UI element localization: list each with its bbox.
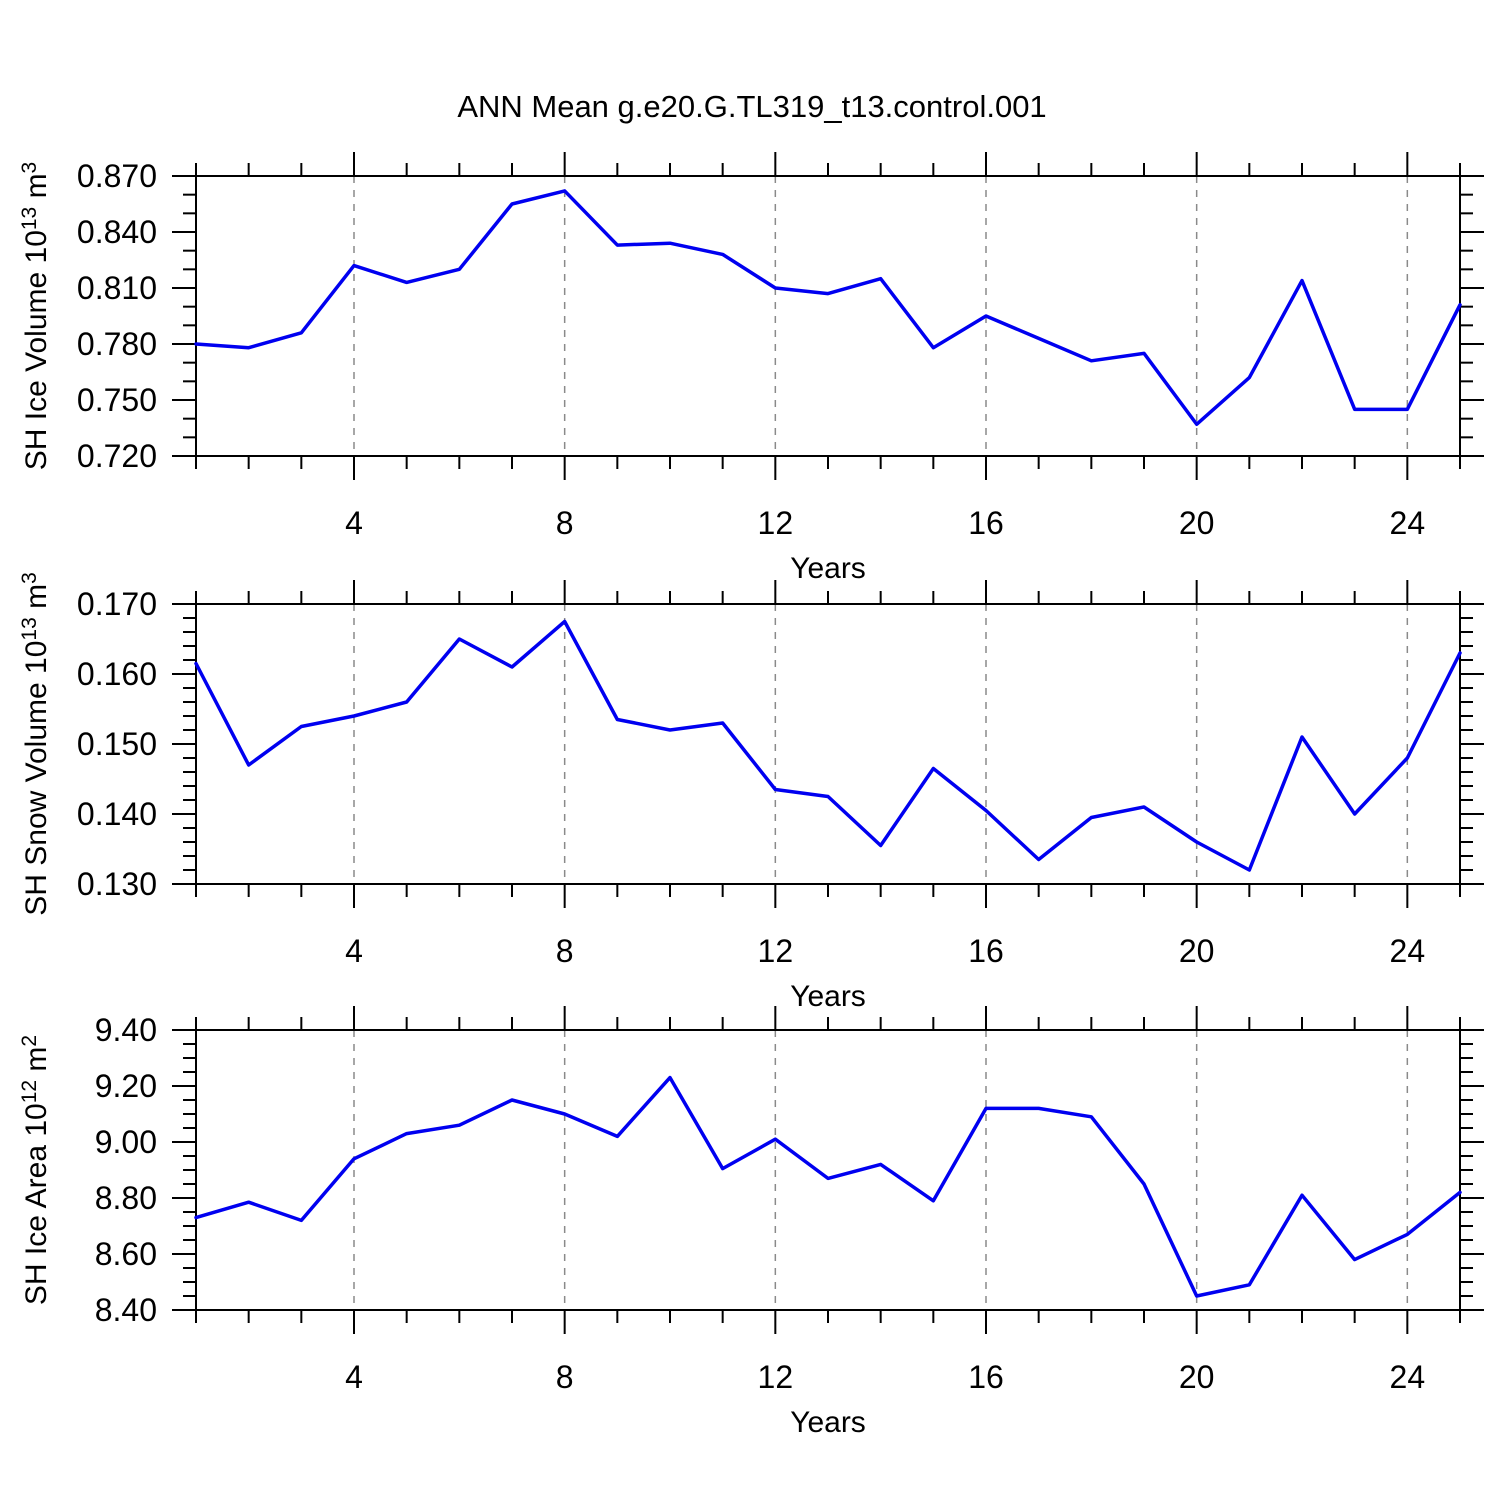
y-tick-label: 0.160: [77, 656, 157, 692]
y-tick-label: 8.60: [95, 1236, 157, 1272]
x-tick-label: 20: [1179, 1359, 1215, 1395]
panels-group: 0.720 0.750 0.780 0.810 0.840 0.870 4 8 12 16 20 24…: [18, 152, 1484, 1439]
panel-1: 0.720 0.750 0.780 0.810 0.840 0.870 4 8 12 16 20 24…: [18, 152, 1484, 585]
x-tick-label: 24: [1390, 505, 1426, 541]
y-tick-label: 8.40: [95, 1292, 157, 1328]
y-axis-title: SH Ice Volume 1013​ m3​: [18, 162, 53, 471]
x-tick-label: 4: [345, 505, 363, 541]
x-axis-title: Years: [790, 552, 866, 585]
x-tick-label: 24: [1390, 933, 1426, 969]
x-tick-label: 4: [345, 1359, 363, 1395]
y-tick-label: 0.720: [77, 438, 157, 474]
y-tick-label: 0.750: [77, 382, 157, 418]
panel-2: 0.130 0.140 0.150 0.160 0.170 4 8 12 16 20 24 Years…: [18, 572, 1484, 1013]
x-axis-title: Years: [790, 980, 866, 1013]
x-tick-label: 24: [1390, 1359, 1426, 1395]
x-tick-label: 16: [968, 1359, 1004, 1395]
x-tick-label: 8: [556, 505, 574, 541]
plot-border: [195, 603, 1461, 885]
x-tick-label: 12: [758, 505, 794, 541]
x-tick-label: 8: [556, 1359, 574, 1395]
figure-title: ANN Mean g.e20.G.TL319_t13.control.001: [457, 89, 1046, 124]
y-tick-label: 0.840: [77, 214, 157, 250]
x-tick-label: 20: [1179, 933, 1215, 969]
y-tick-label: 9.20: [95, 1068, 157, 1104]
y-tick-label: 9.40: [95, 1012, 157, 1048]
y-tick-label: 0.780: [77, 326, 157, 362]
y-tick-label: 0.150: [77, 726, 157, 762]
y-axis-title: SH Ice Area 1012​ m2​: [18, 1035, 53, 1305]
panel-2-line: [194, 619, 1462, 872]
y-axis-title: SH Snow Volume 1013​ m3​: [18, 572, 53, 916]
panel-1-line: [194, 189, 1462, 427]
x-tick-label: 20: [1179, 505, 1215, 541]
x-tick-label: 16: [968, 505, 1004, 541]
panel-3-line: [194, 1075, 1462, 1298]
y-tick-label: 8.80: [95, 1180, 157, 1216]
y-tick-label: 0.810: [77, 270, 157, 306]
x-tick-label: 12: [758, 1359, 794, 1395]
panel-3: 8.40 8.60 8.80 9.00 9.20 9.40 4 8 12 16 20 24 Years S…: [18, 1006, 1484, 1439]
y-tick-label: 0.170: [77, 586, 157, 622]
y-tick-label: 0.140: [77, 796, 157, 832]
y-tick-label: 9.00: [95, 1124, 157, 1160]
x-tick-label: 8: [556, 933, 574, 969]
y-tick-label: 0.130: [77, 866, 157, 902]
plot-border: [195, 1029, 1461, 1311]
x-tick-label: 4: [345, 933, 363, 969]
x-axis-title: Years: [790, 1406, 866, 1439]
x-tick-label: 12: [758, 933, 794, 969]
plot-border: [195, 175, 1461, 457]
x-tick-label: 16: [968, 933, 1004, 969]
y-tick-label: 0.870: [77, 158, 157, 194]
